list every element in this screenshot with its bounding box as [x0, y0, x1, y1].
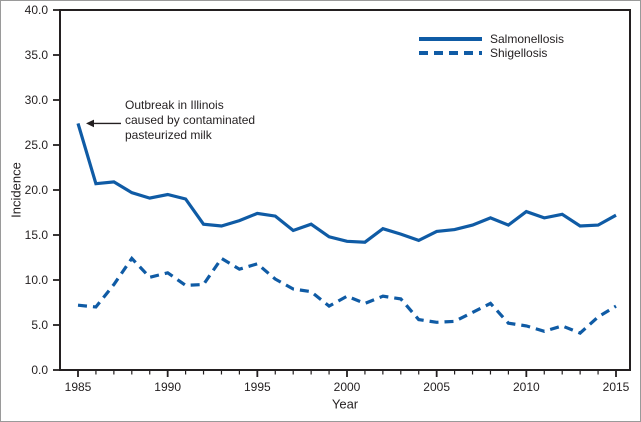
x-tick-label-1995: 1995 — [243, 380, 271, 394]
x-tick-label-2000: 2000 — [333, 380, 361, 394]
y-tick-label-35.0: 35.0 — [24, 48, 48, 62]
x-tick-label-2010: 2010 — [512, 380, 540, 394]
y-tick-label-30.0: 30.0 — [24, 93, 48, 107]
plot-frame — [59, 9, 631, 371]
dashed-line-swatch — [419, 51, 482, 55]
annotation-line-1: Outbreak in Illinois — [125, 98, 224, 112]
y-tick-label-15.0: 15.0 — [24, 228, 48, 242]
y-tick-label-0.0: 0.0 — [31, 363, 48, 377]
series-line-salmonellosis — [76, 122, 617, 244]
x-tick-label-1985: 1985 — [64, 380, 92, 394]
y-tick-label-20.0: 20.0 — [24, 183, 48, 197]
legend-item-salmonellosis: Salmonellosis — [419, 32, 564, 46]
x-tick-label-1990: 1990 — [154, 380, 181, 394]
series-line-shigellosis — [77, 255, 617, 335]
x-tick-label-2015: 2015 — [602, 380, 630, 394]
y-tick-label-40.0: 40.0 — [24, 3, 48, 17]
annotation-line-3: pasteurized milk — [125, 128, 212, 142]
x-tick-label-2005: 2005 — [423, 380, 450, 394]
annotation-outbreak: Outbreak in Illinois caused by contamina… — [125, 98, 255, 143]
annotation-line-2: caused by contaminated — [125, 113, 256, 127]
solid-line-swatch — [419, 37, 482, 41]
legend-label-shigellosis: Shigellosis — [490, 46, 548, 60]
x-axis-title: Year — [331, 396, 359, 412]
legend-label-salmonellosis: Salmonellosis — [490, 32, 565, 46]
annotation-arrowhead — [86, 119, 94, 128]
legend-item-shigellosis: Shigellosis — [419, 46, 564, 60]
y-tick-label-5.0: 5.0 — [31, 318, 48, 332]
y-tick-label-10.0: 10.0 — [24, 273, 48, 287]
legend: Salmonellosis Shigellosis — [419, 32, 564, 60]
y-tick-label-25.0: 25.0 — [24, 138, 48, 152]
